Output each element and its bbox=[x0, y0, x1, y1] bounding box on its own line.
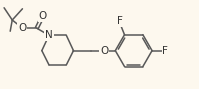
Text: N: N bbox=[45, 30, 53, 40]
Text: O: O bbox=[18, 23, 27, 33]
Text: O: O bbox=[39, 11, 47, 21]
Text: F: F bbox=[117, 16, 123, 26]
Text: O: O bbox=[100, 46, 108, 56]
Text: F: F bbox=[162, 46, 168, 56]
